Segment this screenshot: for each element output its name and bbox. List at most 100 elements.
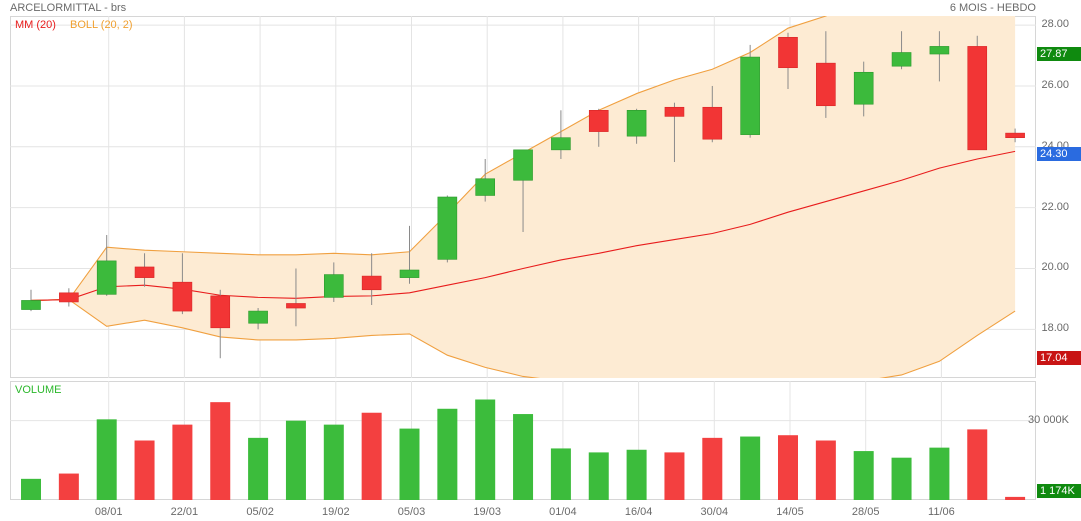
candle [210,289,231,359]
x-tick-label: 14/05 [776,506,804,518]
last-volume-tag: 1 174K [1037,484,1081,498]
volume-bar-down [664,452,685,500]
candle-body-up [929,46,950,55]
volume-bar-up [21,478,41,500]
candle [513,149,533,232]
candle-body-up [891,52,912,67]
candle-body-up [853,71,874,105]
volume-bar-up [475,399,496,500]
volume-bar-up [285,420,306,500]
x-tick-label: 19/02 [322,506,350,518]
legend-volume: VOLUME [15,384,62,396]
x-tick-label: 08/01 [94,506,123,518]
candle-body-down [210,295,231,329]
x-tick-label: 11/06 [928,506,955,518]
x-tick-label: 01/04 [549,506,577,518]
volume-bar-down [172,424,193,500]
candle-body-down [702,106,723,140]
volume-bar-down [58,473,79,500]
candle [778,32,798,90]
candle [816,31,836,118]
price-tick-label: 18.00 [1041,322,1069,335]
candle-body-down [778,36,798,69]
volume-bar-up [740,436,761,500]
candle [399,225,420,284]
candle-body-up [740,56,760,135]
candle [21,289,41,312]
volume-bar-up [248,437,269,500]
volume-bar-down [967,429,988,500]
candle [740,44,760,138]
volume-bar-up [550,448,571,500]
x-tick-label: 05/03 [397,506,426,518]
candle-body-up [475,178,496,196]
volume-bar-up [588,452,609,500]
candle-body-down [664,106,685,117]
x-tick-label: 22/01 [170,506,199,518]
candle-body-up [399,269,420,278]
volume-tick-label: 30 000K [1028,413,1069,426]
x-tick-label: 05/02 [246,506,274,518]
candle-body-up [323,274,344,298]
price-tick-label: 20.00 [1041,261,1069,274]
volume-bar-up [853,451,874,500]
price-chart[interactable] [10,16,1036,378]
volume-bar-down [210,402,231,500]
volume-chart[interactable] [10,381,1036,500]
candle-body-down [816,62,836,107]
candle [664,102,685,163]
candle [437,195,458,263]
price-tick-label: 28.00 [1041,18,1069,31]
candle [588,108,609,147]
candle [551,110,571,159]
candle [1005,128,1025,143]
x-tick-label: 30/04 [700,506,729,518]
volume-bar-up [626,449,647,500]
x-tick-label: 16/04 [624,506,653,518]
candle [929,31,950,82]
candle [172,253,193,315]
volume-bar-up [399,428,420,500]
price-tick-label: 26.00 [1041,78,1069,91]
price-tick-label: 22.00 [1041,200,1069,213]
candle-body-up [21,300,41,310]
x-tick-label: 28/05 [851,506,880,518]
candle-body-down [286,303,306,309]
volume-bar-up [891,457,912,500]
volume-bar-down [702,437,723,500]
candle-body-up [551,137,571,151]
candle-body-up [248,310,268,324]
volume-bar-up [437,408,458,500]
candle-body-down [1005,132,1025,138]
high-price-tag: 27.87 [1037,47,1081,61]
period-label[interactable]: 6 MOIS - HEBDO [949,2,1036,14]
candle [853,61,874,117]
volume-bar-down [815,440,836,500]
x-tick-label: 19/03 [473,506,501,518]
volume-bar-down [134,440,155,500]
volume-bar-up [929,447,950,500]
candle [891,31,912,70]
candle [323,262,344,302]
candle-body-up [96,260,117,295]
candle [248,308,268,330]
volume-bar-up [323,424,344,500]
candle [475,158,496,202]
candle-body-up [626,110,647,137]
legend-mm: MM (20) [15,19,56,31]
candle [59,288,79,307]
candle-body-down [967,46,988,151]
mm20-line [30,150,1016,301]
chart-title: ARCELORMITTAL - brs [10,2,127,14]
candle-body-down [134,266,155,278]
candle-body-up [513,149,533,181]
candle [96,235,117,296]
candle [361,253,382,305]
last-price-tag: 24.30 [1037,147,1081,161]
volume-bar-down [1005,496,1026,500]
candle [134,253,155,287]
candle-body-down [172,281,193,312]
volume-bar-up [96,419,117,500]
candle [626,108,647,144]
candle-body-down [361,275,382,291]
